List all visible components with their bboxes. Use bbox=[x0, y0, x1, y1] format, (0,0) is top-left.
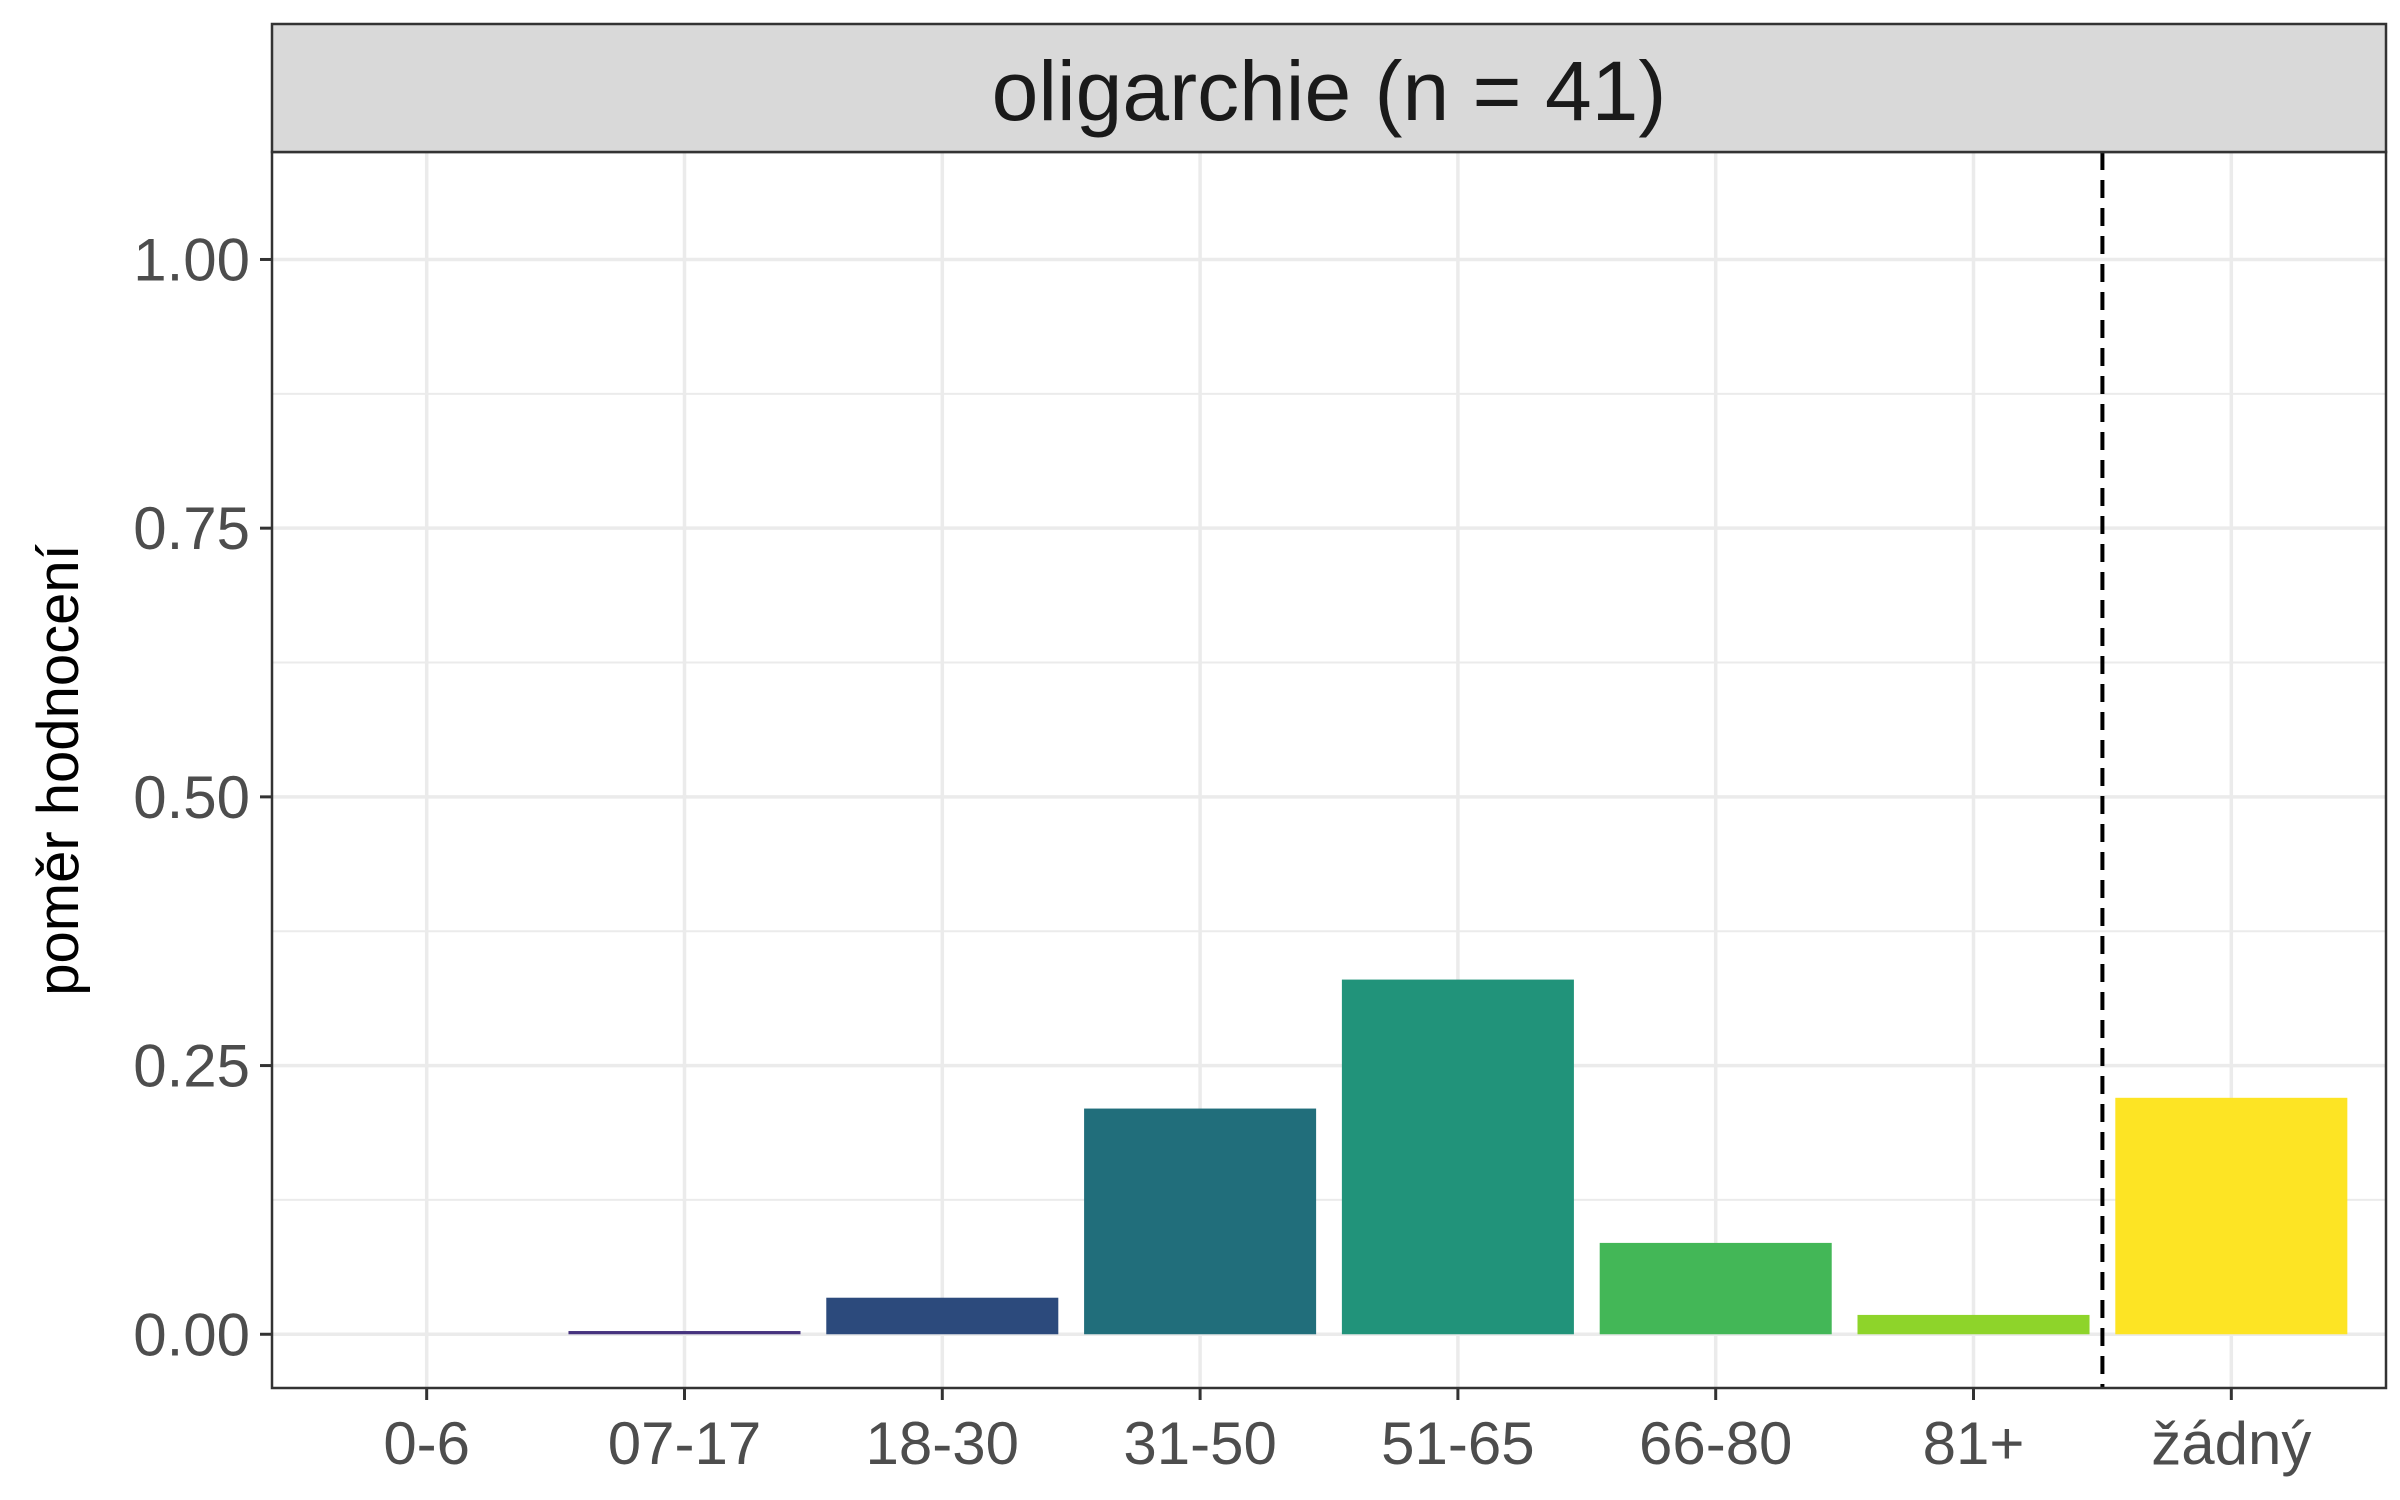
x-axis: 0-6 07-17 18-30 31-50 51-65 66-80 81+ žádný bbox=[383, 1388, 2311, 1477]
x-tick-label: 81+ bbox=[1923, 1410, 2025, 1477]
y-axis: 0.00 0.25 0.50 0.75 1.00 bbox=[133, 226, 272, 1368]
bar-18-30 bbox=[826, 1297, 1059, 1335]
facet-title: oligarchie (n = 41) bbox=[992, 44, 1667, 138]
panel-background bbox=[272, 152, 2386, 1388]
bar-31-50 bbox=[1084, 1108, 1317, 1335]
y-tick-label: 0.00 bbox=[133, 1301, 250, 1368]
x-tick-label: žádný bbox=[2151, 1410, 2311, 1477]
bar-81+ bbox=[1857, 1314, 2090, 1335]
bar-žádný bbox=[2115, 1097, 2348, 1335]
bar-07-17 bbox=[568, 1331, 801, 1335]
x-tick-label: 66-80 bbox=[1639, 1410, 1792, 1477]
x-tick-label: 18-30 bbox=[866, 1410, 1019, 1477]
x-tick-label: 0-6 bbox=[383, 1410, 470, 1477]
x-tick-label: 07-17 bbox=[608, 1410, 761, 1477]
y-tick-label: 0.75 bbox=[133, 495, 250, 562]
y-tick-label: 0.50 bbox=[133, 764, 250, 831]
facet-strip bbox=[270, 22, 2388, 154]
y-tick-label: 1.00 bbox=[133, 226, 250, 293]
x-tick-label: 51-65 bbox=[1381, 1410, 1534, 1477]
y-axis-title: poměr hodnocení bbox=[26, 544, 91, 995]
x-tick-label: 31-50 bbox=[1123, 1410, 1276, 1477]
bars bbox=[568, 979, 2348, 1335]
bar-66-80 bbox=[1599, 1242, 1832, 1335]
y-tick-label: 0.25 bbox=[133, 1033, 250, 1100]
bar-51-65 bbox=[1341, 979, 1574, 1335]
